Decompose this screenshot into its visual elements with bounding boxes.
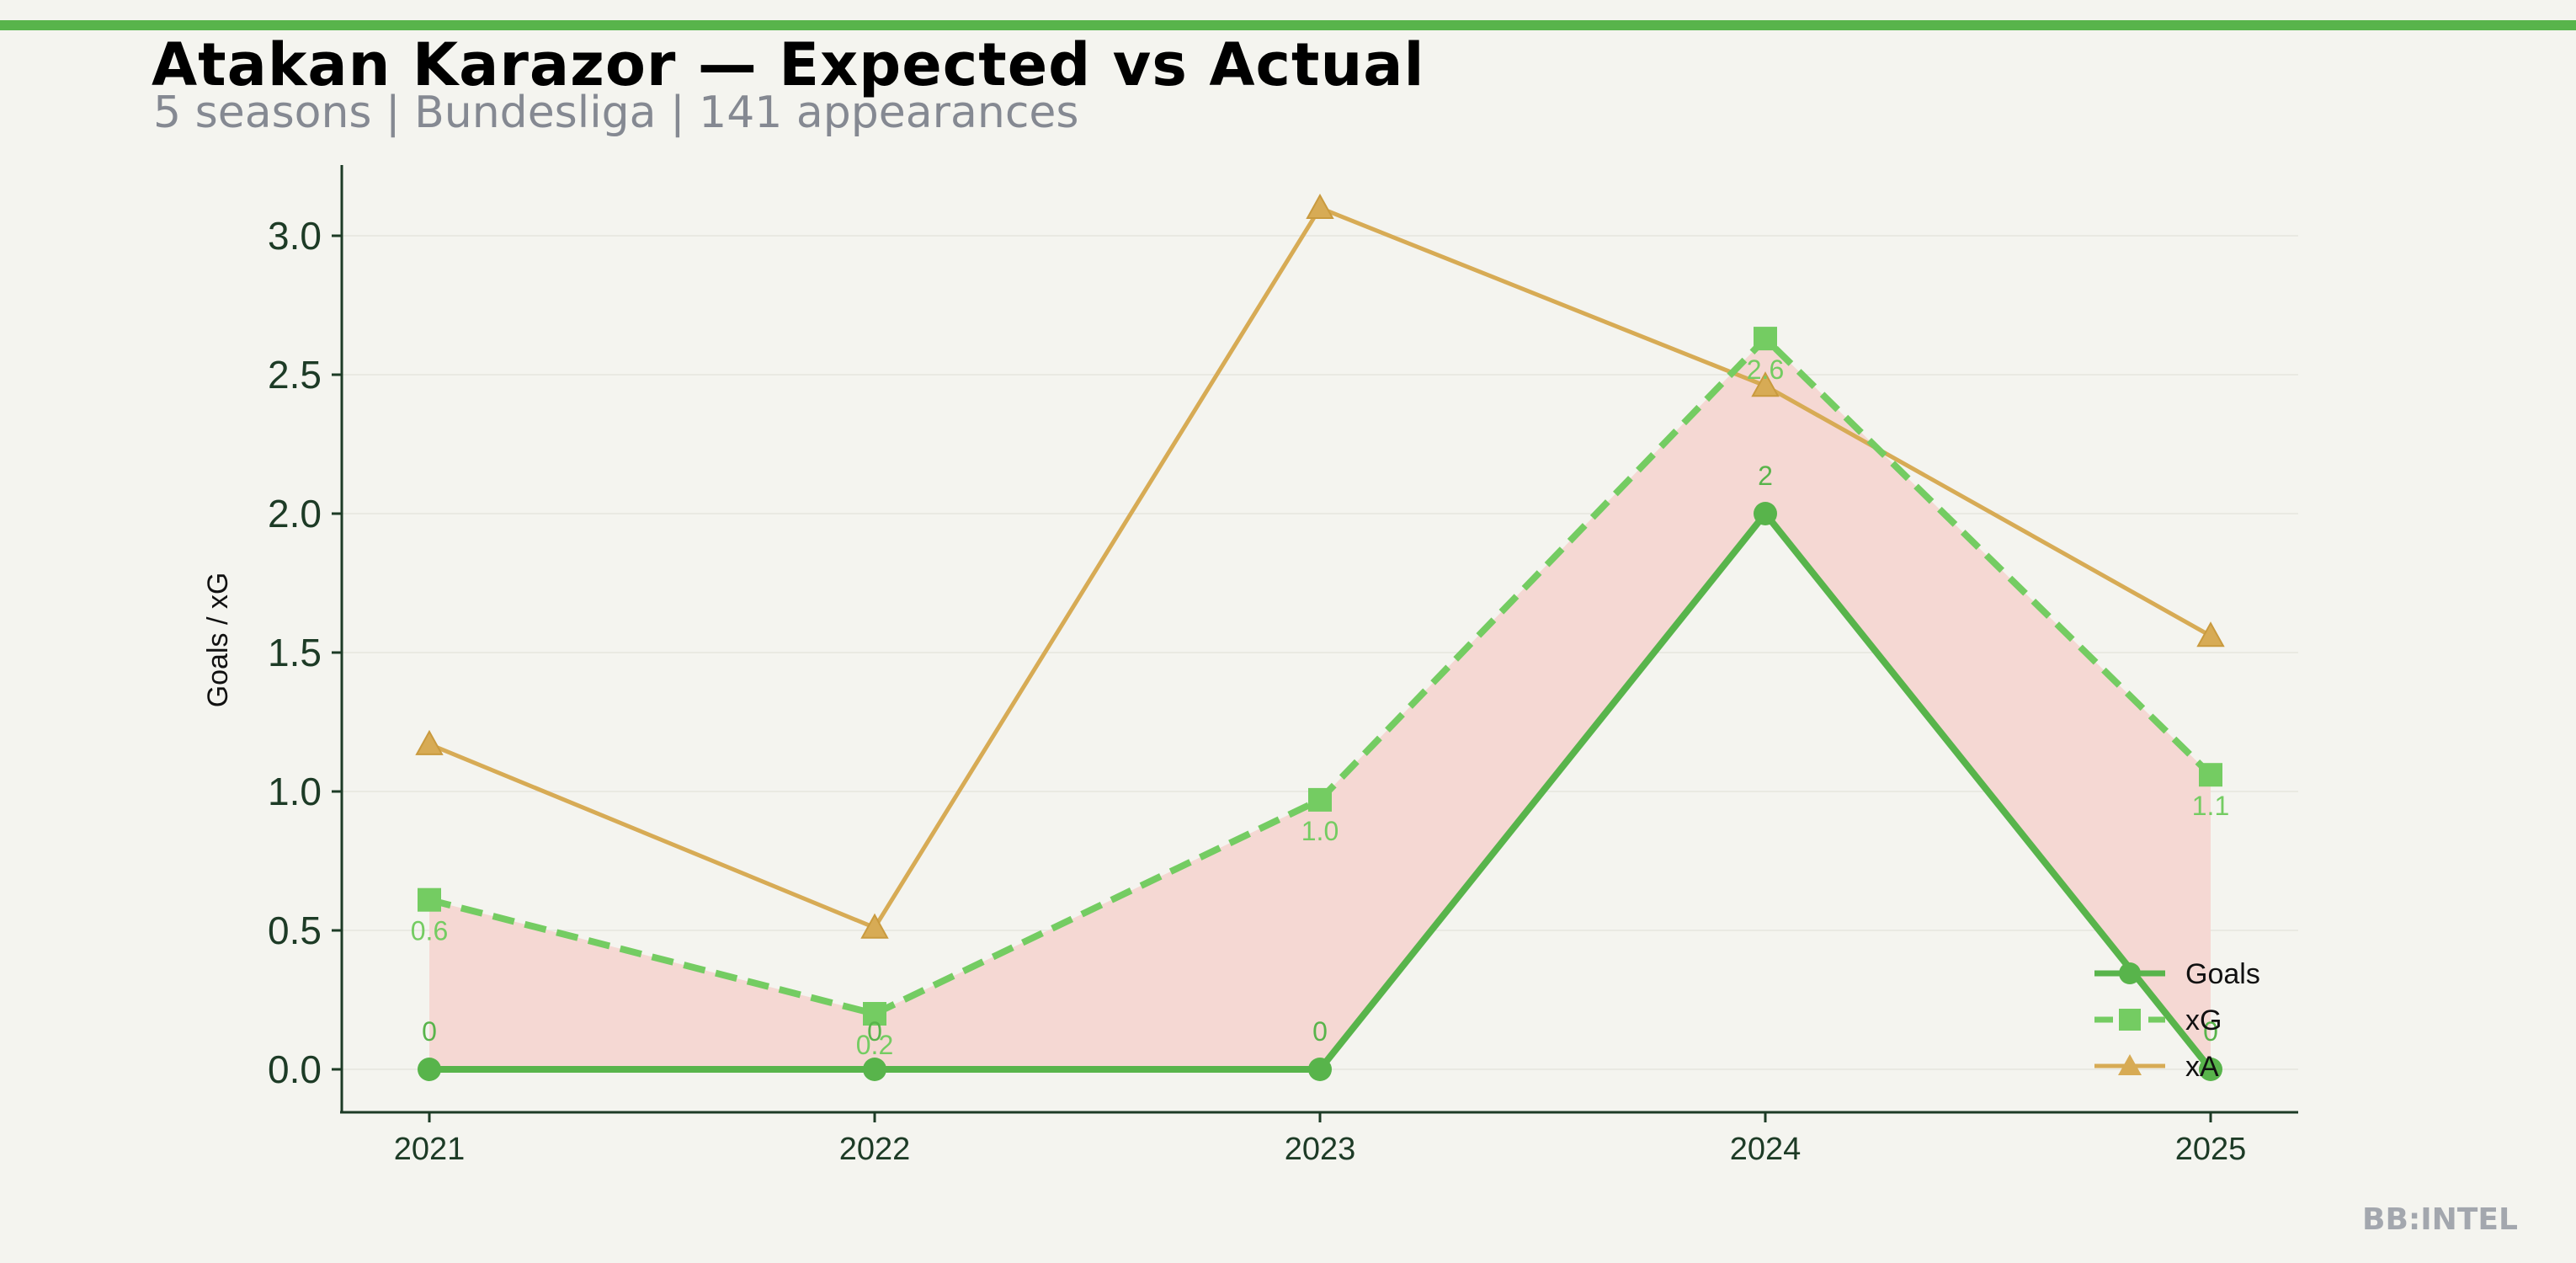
y-tick-label: 3.0 [268,214,322,258]
legend: Goals xG xA [2094,958,2260,1083]
chart-subtitle: 5 seasons | Bundesliga | 141 appearances [153,88,1079,138]
data-label-goals: 0 [1312,1016,1328,1047]
marker-xa [1306,193,1334,219]
legend-triangle-icon [2118,1054,2142,1075]
legend-label: xA [2185,1051,2219,1083]
x-tick-label: 2024 [1730,1132,1802,1167]
data-label-goals: 2 [1758,461,1773,491]
series-markers [415,193,2225,1081]
y-tick-label: 2.5 [268,353,322,397]
accent-bar [0,20,2576,30]
marker-xg [863,1002,886,1026]
x-tick-labels: 2021 2022 2023 2024 2025 [394,1112,2247,1167]
marker-xg [1308,787,1332,812]
data-label-xg: 1.1 [2192,791,2229,821]
chart-title: Atakan Karazor — Expected vs Actual [152,30,1425,99]
y-tick-labels: 0.0 0.5 1.0 1.5 2.0 2.5 3.0 [268,214,342,1091]
brand-watermark: BB:INTEL [2362,1202,2518,1237]
data-label-goals: 0 [2203,1016,2218,1047]
marker-goals [1308,1058,1332,1081]
data-labels: 0 0 0 2 0 0.6 0.2 1.0 2.6 1.1 [411,354,2229,1060]
data-label-xg: 2.6 [1747,354,1784,385]
x-tick-label: 2021 [394,1132,466,1167]
data-label-xg: 1.0 [1301,816,1339,846]
legend-square-icon [2119,1009,2141,1031]
marker-goals [863,1058,886,1081]
marker-goals [418,1058,441,1081]
legend-label: xG [2185,1005,2222,1037]
marker-xa [1751,371,1780,397]
y-tick-label: 0.0 [268,1047,322,1091]
x-tick-label: 2025 [2175,1132,2247,1167]
data-label-xg: 0.2 [856,1030,893,1060]
data-label-goals: 0 [422,1016,437,1047]
marker-xa [415,729,444,755]
y-tick-label: 0.5 [268,909,322,952]
marker-goals [2199,1058,2222,1081]
marker-xg [418,887,441,912]
marker-xg [2199,763,2222,787]
y-axis-label: Goals / xG [202,573,234,708]
data-label-xg: 0.6 [411,916,448,946]
marker-xa [860,913,889,939]
marker-xa [2196,621,2225,647]
data-label-goals: 0 [867,1016,882,1047]
legend-label: Goals [2185,958,2260,990]
legend-circle-icon [2119,962,2141,984]
marker-goals [1754,502,1777,525]
y-tick-label: 1.5 [268,631,322,674]
x-tick-label: 2023 [1285,1132,1356,1167]
xg-goals-gap-area [429,338,2211,1070]
y-tick-label: 2.0 [268,492,322,536]
y-tick-label: 1.0 [268,770,322,813]
x-tick-label: 2022 [839,1132,911,1167]
marker-xg [1754,327,1777,351]
